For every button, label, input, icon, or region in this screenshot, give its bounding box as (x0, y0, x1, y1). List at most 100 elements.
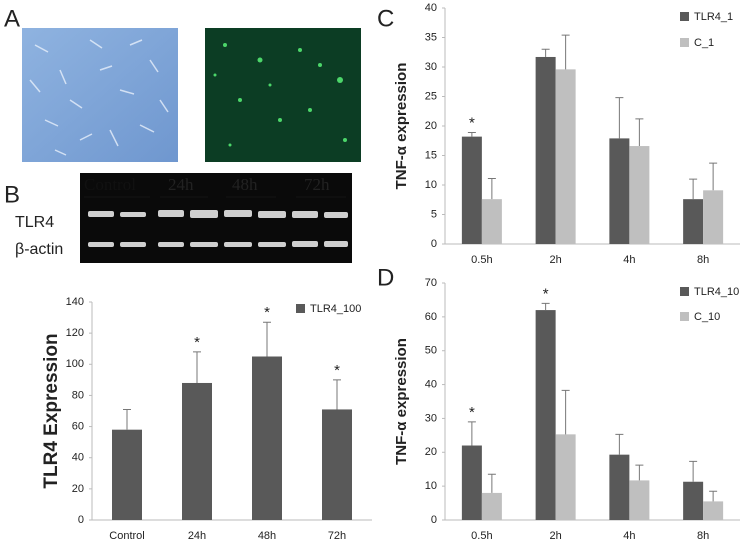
y-tick-label: 140 (66, 296, 84, 308)
error-bar (709, 490, 718, 502)
y-tick-label: 20 (425, 120, 437, 132)
legend-swatch (296, 304, 305, 313)
significance-mark: * (264, 304, 270, 321)
significance-mark: * (194, 334, 200, 351)
gel-row-label: β-actin (15, 241, 63, 258)
lane-label: 72h (304, 175, 330, 194)
y-tick-label: 120 (66, 327, 84, 339)
x-tick-label: 2h (550, 254, 562, 266)
panel-letter: C (377, 5, 394, 32)
lane-label: 24h (168, 175, 194, 194)
panel-letter: D (377, 264, 394, 291)
y-tick-label: 50 (425, 345, 437, 357)
bar (535, 310, 556, 520)
bar (683, 481, 704, 520)
y-tick-label: 20 (425, 446, 437, 458)
bar (683, 199, 704, 244)
y-tick-label: 60 (72, 420, 84, 432)
x-tick-label: 8h (697, 254, 709, 266)
y-tick-label: 40 (72, 452, 84, 464)
bar (252, 356, 282, 520)
legend-label: C_1 (694, 37, 714, 49)
x-tick-label: 72h (328, 530, 346, 542)
phase-image (22, 28, 178, 162)
y-tick-label: 40 (425, 2, 437, 14)
error-bar (635, 464, 644, 481)
error-bar (487, 473, 496, 493)
legend-label: TLR4_1 (694, 11, 733, 23)
bar (555, 434, 576, 520)
error-bar (561, 389, 570, 435)
bar (555, 69, 576, 244)
y-tick-label: 0 (78, 514, 84, 526)
bar (629, 146, 650, 244)
error-bar (467, 131, 476, 137)
y-axis-title: TNF-α expression (393, 338, 410, 465)
y-tick-label: 20 (72, 483, 84, 495)
bar (703, 501, 724, 520)
bar (481, 199, 502, 244)
x-tick-label: 24h (188, 530, 206, 542)
legend-label: TLR4_10 (694, 286, 739, 298)
error-bar (561, 34, 570, 70)
y-tick-label: 15 (425, 149, 437, 161)
x-tick-label: 2h (550, 530, 562, 542)
legend-label: TLR4_100 (310, 303, 361, 315)
panel-letter: B (4, 181, 20, 208)
y-tick-label: 5 (431, 208, 437, 220)
error-bar (123, 408, 131, 430)
x-tick-label: 8h (697, 530, 709, 542)
lane-label: Control (84, 175, 136, 194)
y-tick-label: 40 (425, 378, 437, 390)
legend-label: C_10 (694, 311, 720, 323)
y-tick-label: 100 (66, 358, 84, 370)
x-tick-label: 0.5h (471, 254, 492, 266)
bar (481, 492, 502, 520)
y-tick-label: 0 (431, 238, 437, 250)
bar (629, 480, 650, 520)
error-bar (193, 351, 201, 383)
error-bar (615, 433, 624, 455)
significance-mark: * (334, 362, 340, 379)
y-tick-label: 70 (425, 277, 437, 289)
error-bar (333, 379, 341, 410)
error-bar (615, 97, 624, 139)
significance-mark: * (469, 404, 475, 421)
y-tick-label: 0 (431, 514, 437, 526)
fluorescence-image (205, 28, 361, 162)
legend-swatch (680, 312, 689, 321)
error-bar (709, 162, 718, 191)
y-tick-label: 10 (425, 179, 437, 191)
bar (703, 190, 724, 244)
panel-letter: A (4, 5, 20, 32)
y-tick-label: 10 (425, 480, 437, 492)
y-tick-label: 35 (425, 31, 437, 43)
bar (535, 56, 556, 244)
y-axis-title: TNF-α expression (393, 63, 410, 190)
lane-label: 48h (232, 175, 258, 194)
x-tick-label: 48h (258, 530, 276, 542)
legend-swatch (680, 12, 689, 21)
y-tick-label: 80 (72, 389, 84, 401)
y-tick-label: 30 (425, 412, 437, 424)
legend-swatch (680, 287, 689, 296)
bar (322, 409, 352, 520)
gel-row-label: TLR4 (15, 214, 54, 231)
bar (461, 136, 482, 244)
bar (182, 382, 212, 520)
legend-swatch (680, 38, 689, 47)
gel: Control 24h 48h 72h (80, 173, 352, 263)
x-tick-label: 0.5h (471, 530, 492, 542)
error-bar (541, 48, 550, 57)
x-tick-label: 4h (623, 254, 635, 266)
bar (112, 429, 142, 520)
bar (609, 138, 630, 244)
error-bar (689, 460, 698, 482)
y-tick-label: 30 (425, 61, 437, 73)
error-bar (487, 178, 496, 200)
error-bar (263, 321, 271, 357)
bar (461, 445, 482, 520)
error-bar (635, 118, 644, 147)
significance-mark: * (469, 114, 475, 131)
x-tick-label: 4h (623, 530, 635, 542)
